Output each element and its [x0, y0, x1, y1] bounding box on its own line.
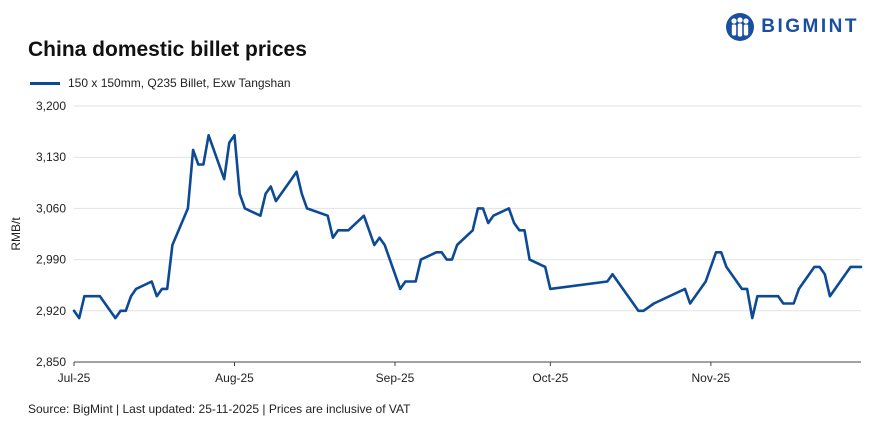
- y-axis-title: RMB/t: [9, 217, 23, 251]
- y-tick-label: 3,060: [36, 201, 66, 215]
- x-tick-label: Nov-25: [692, 371, 731, 385]
- y-tick-label: 3,130: [36, 150, 66, 164]
- brand-logo: BIGMINT: [725, 12, 859, 42]
- x-tick-label: Aug-25: [215, 371, 254, 385]
- y-tick-label: 2,920: [36, 304, 66, 318]
- legend-swatch: [30, 81, 60, 85]
- x-tick-label: Sep-25: [376, 371, 415, 385]
- chart-legend: 150 x 150mm, Q235 Billet, Exw Tangshan: [30, 75, 291, 91]
- chart-title: China domestic billet prices: [28, 38, 307, 61]
- x-tick-label: Jul-25: [58, 371, 91, 385]
- bigmint-people-icon: [726, 13, 755, 41]
- y-tick-label: 2,990: [36, 253, 66, 267]
- x-tick-label: Oct-25: [532, 371, 568, 385]
- y-tick-label: 2,850: [36, 355, 66, 369]
- series-line: [72, 134, 863, 320]
- brand-name: BIGMINT: [761, 16, 859, 37]
- y-tick-label: 3,200: [36, 99, 66, 113]
- legend-label: 150 x 150mm, Q235 Billet, Exw Tangshan: [68, 76, 291, 90]
- source-note: Source: BigMint | Last updated: 25-11-20…: [28, 402, 411, 416]
